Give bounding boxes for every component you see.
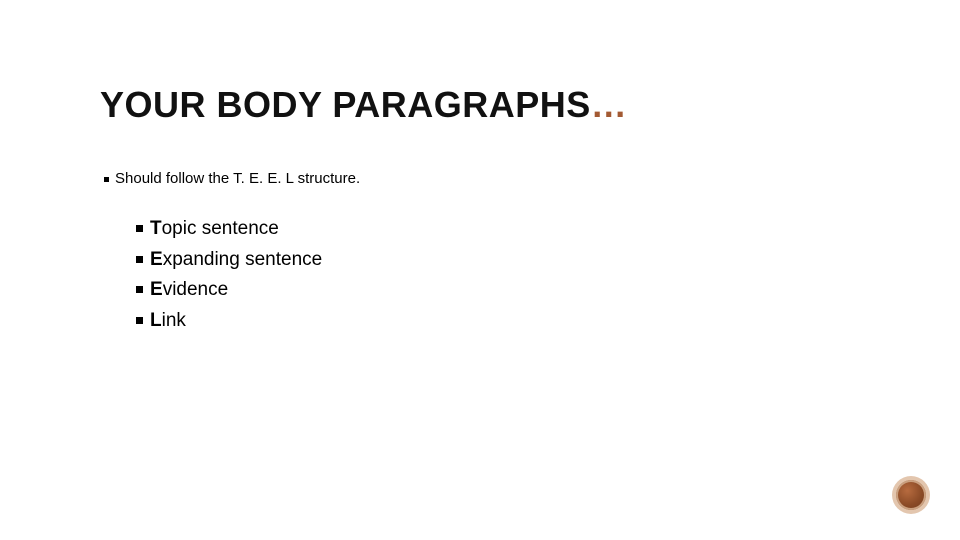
slide-title: YOUR BODY PARAGRAPHS… — [100, 84, 627, 126]
bullet-level-1: Should follow the T. E. E. L structure. — [104, 170, 360, 187]
title-ellipsis: … — [591, 84, 628, 125]
slide: YOUR BODY PARAGRAPHS… Should follow the … — [0, 0, 960, 540]
square-bullet-icon — [136, 317, 143, 324]
square-bullet-icon — [104, 177, 109, 182]
list-item: Link — [136, 307, 322, 336]
list-item: Expanding sentence — [136, 246, 322, 275]
level1-text: Should follow the T. E. E. L structure. — [115, 170, 360, 187]
item-rest-text: vidence — [163, 279, 229, 300]
list-item: Topic sentence — [136, 215, 322, 244]
list-item: Evidence — [136, 276, 322, 305]
item-bold-prefix: E — [150, 249, 163, 270]
item-bold-prefix: E — [150, 279, 163, 300]
item-bold-prefix: T — [150, 218, 162, 239]
item-bold-prefix: L — [150, 310, 162, 331]
item-rest-text: ink — [162, 310, 186, 331]
square-bullet-icon — [136, 256, 143, 263]
next-slide-button[interactable] — [896, 480, 926, 510]
item-rest-text: opic sentence — [162, 218, 279, 239]
item-rest-text: xpanding sentence — [163, 249, 323, 270]
square-bullet-icon — [136, 286, 143, 293]
bullet-level-2-group: Topic sentence Expanding sentence Eviden… — [136, 215, 322, 337]
title-main-text: YOUR BODY PARAGRAPHS — [100, 84, 591, 125]
square-bullet-icon — [136, 225, 143, 232]
